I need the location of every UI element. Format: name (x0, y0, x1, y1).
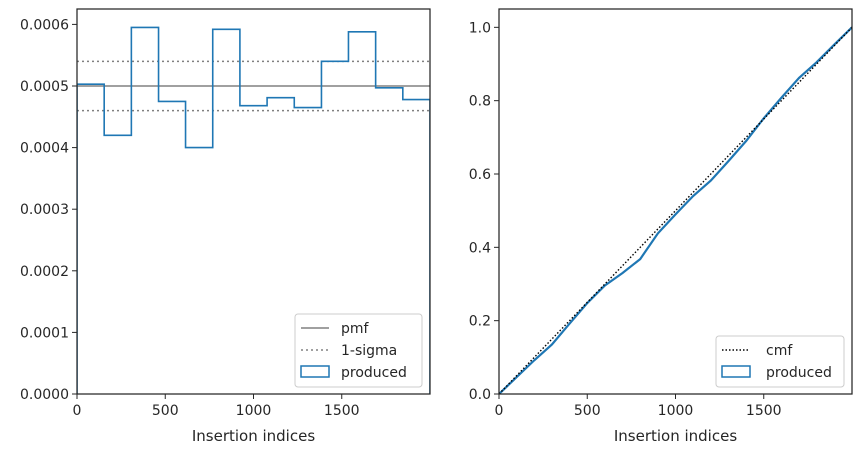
produced-point (639, 258, 641, 260)
x-axis-label: Insertion indices (614, 427, 737, 445)
histogram-bin (267, 98, 294, 394)
pmf-histogram-panel: 0 500 1000 1500 0.0000 0.0001 0.0002 0.0003 0.00… (20, 8, 431, 445)
y-tick-label: 0.0002 (20, 264, 69, 280)
legend-box (715, 335, 845, 388)
produced-point (798, 77, 800, 79)
legend-box (294, 313, 423, 388)
histogram-bin (186, 148, 213, 394)
plot-frame (498, 8, 853, 395)
histogram-bin (131, 27, 158, 394)
y-tick-label: 0.8 (469, 94, 491, 110)
y-tick-label: 0.6 (469, 167, 491, 183)
legend-label: produced (766, 365, 832, 381)
produced-point (533, 359, 536, 362)
x-tick-label: 0 (73, 403, 82, 419)
x-tick-label: 1500 (746, 403, 782, 419)
histogram-bin (240, 106, 267, 394)
legend-label: 1-sigma (341, 343, 397, 359)
produced-point (692, 195, 694, 197)
legend-label: pmf (341, 321, 370, 337)
legend-label: produced (341, 365, 407, 381)
produced-point (780, 96, 783, 99)
y-tick-label: 0.0000 (20, 387, 69, 403)
y-tick-label: 0.0006 (20, 17, 69, 33)
y-tick-label: 0.0001 (20, 325, 69, 341)
x-tick-label: 500 (152, 403, 179, 419)
y-tick-label: 0.4 (469, 240, 491, 256)
y-tick-label: 0.2 (469, 314, 491, 330)
y-tick-label: 0.0 (469, 387, 491, 403)
plot-frame (76, 8, 431, 395)
produced-point (568, 322, 571, 325)
x-tick-label: 1500 (324, 403, 360, 419)
histogram-bins (77, 26, 430, 394)
produced-point (551, 343, 553, 346)
produced-point (515, 376, 518, 378)
x-tick-label: 1000 (236, 403, 272, 419)
y-tick-label: 0.0003 (20, 202, 69, 218)
x-tick-label: 1000 (658, 403, 694, 419)
produced-point (727, 160, 730, 162)
x-tick-label: 500 (574, 403, 601, 419)
produced-step-outline (77, 26, 430, 394)
histogram-bin (104, 135, 131, 394)
y-tick-label: 0.0005 (20, 79, 69, 95)
y-tick-label: 1.0 (469, 20, 491, 36)
cmf-line (499, 26, 852, 394)
x-tick-label: 0 (495, 403, 504, 419)
y-tick-label: 0.0004 (20, 141, 69, 157)
produced-point (674, 213, 677, 216)
produced-point (710, 179, 712, 182)
histogram-bin (159, 101, 186, 394)
produced-point (657, 232, 659, 235)
produced-point (621, 272, 624, 274)
legend-label: cmf (766, 343, 793, 359)
legend-produced-swatch (721, 365, 751, 378)
x-axis-label: Insertion indices (192, 427, 315, 445)
histogram-bin (77, 84, 104, 394)
cmf-line-panel: 0 500 1000 1500 0.0 0.2 0.4 0.6 0.8 1.0 Insertion … (469, 8, 853, 445)
produced-point (745, 140, 747, 142)
cmf-lines (499, 26, 852, 394)
legend-produced-swatch (300, 365, 330, 378)
produced-point (815, 61, 818, 63)
histogram-bin (213, 29, 240, 394)
